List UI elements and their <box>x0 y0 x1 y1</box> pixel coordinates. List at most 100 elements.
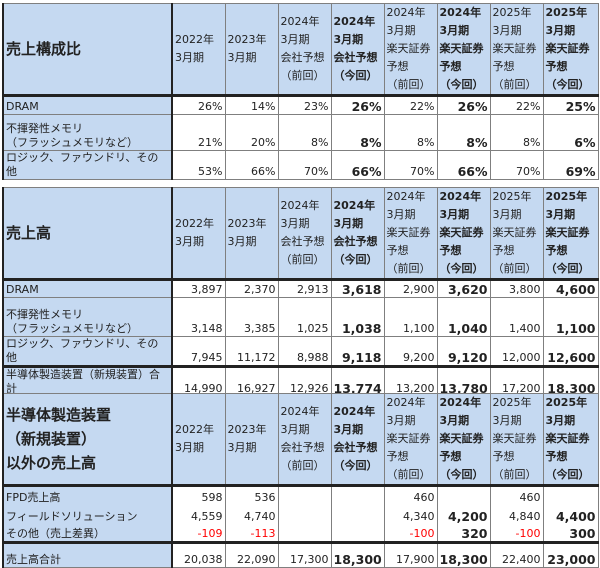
table-title: 半導体製造装置 （新規装置） 以外の売上高 <box>2 393 173 486</box>
value-cell: 4,559 <box>171 504 226 524</box>
table-row: DRAM 3,897 2,370 2,913 3,618 2,900 3,620 3,800 4… <box>2 279 599 298</box>
column-header: 2024年 3月期 楽天証券 予想 （前回） <box>383 393 438 486</box>
value-cell: 8% <box>436 114 491 151</box>
value-cell: -113 <box>224 523 279 543</box>
value-cell: 1,400 <box>489 297 544 337</box>
column-header: 2025年 3月期 楽天証券 予想 （前回） <box>489 3 544 96</box>
column-header: 2025年 3月期 楽天証券 予想 （今回） <box>542 187 599 280</box>
value-cell: 23,000 <box>542 542 599 568</box>
value-cell: 8% <box>330 114 385 151</box>
value-cell: 3,148 <box>171 297 226 337</box>
value-cell: 1,040 <box>436 297 491 337</box>
value-cell: 11,172 <box>224 336 279 367</box>
value-cell: 4,740 <box>224 504 279 524</box>
table-row: 不揮発性メモリ （フラッシュメモリなど） 3,148 3,385 1,025 1,038… <box>2 297 599 337</box>
value-cell: 320 <box>436 523 491 543</box>
column-header: 2025年 3月期 楽天証券 予想 （前回） <box>489 393 544 486</box>
value-cell: 4,200 <box>436 504 491 524</box>
value-cell <box>542 485 599 505</box>
column-header: 2022年 3月期 <box>171 3 226 96</box>
value-cell: 70% <box>489 150 544 180</box>
value-cell: 9,118 <box>330 336 385 367</box>
value-cell: 3,618 <box>330 279 385 298</box>
column-header: 2025年 3月期 楽天証券 予想 （今回） <box>542 3 599 96</box>
value-cell: 26% <box>436 95 491 115</box>
column-header: 2024年 3月期 会社予想 （前回） <box>277 393 332 486</box>
value-cell: 66% <box>330 150 385 180</box>
table-row: ロジック、ファウンドリ、その他 7,945 11,172 8,988 9,118 9,20… <box>2 336 599 367</box>
value-cell: 4,400 <box>542 504 599 524</box>
value-cell: 14,990 <box>171 366 226 397</box>
value-cell <box>436 485 491 505</box>
value-cell: 20% <box>224 114 279 151</box>
value-cell: -100 <box>489 523 544 543</box>
column-header: 2024年 3月期 楽天証券 予想 （今回） <box>436 187 491 280</box>
value-cell: 598 <box>171 485 226 505</box>
column-header: 2024年 3月期 会社予想 （今回） <box>330 3 385 96</box>
column-header: 2025年 3月期 楽天証券 予想 （前回） <box>489 187 544 280</box>
sales-table: 売上高 2022年 3月期 2023年 3月期 2024年 3月期 会社予想 （前回）… <box>2 187 599 397</box>
value-cell: 460 <box>383 485 438 505</box>
value-cell <box>277 523 332 543</box>
value-cell: 7,945 <box>171 336 226 367</box>
value-cell: 8,988 <box>277 336 332 367</box>
value-cell: -100 <box>383 523 438 543</box>
value-cell: 13,780 <box>436 366 491 397</box>
value-cell: 70% <box>277 150 332 180</box>
value-cell: 2,900 <box>383 279 438 298</box>
column-header: 2023年 3月期 <box>224 3 279 96</box>
column-header: 2024年 3月期 楽天証券 予想 （今回） <box>436 393 491 486</box>
value-cell: 460 <box>489 485 544 505</box>
column-header: 2023年 3月期 <box>224 187 279 280</box>
value-cell: 3,385 <box>224 297 279 337</box>
value-cell: 66% <box>436 150 491 180</box>
composition-table: 売上構成比 2022年 3月期 2023年 3月期 2024年 3月期 会社予想 （前… <box>2 3 599 180</box>
column-header: 2022年 3月期 <box>171 187 226 280</box>
value-cell: 4,600 <box>542 279 599 298</box>
table-title: 売上構成比 <box>2 3 173 96</box>
value-cell <box>277 485 332 505</box>
value-cell <box>330 485 385 505</box>
column-header: 2022年 3月期 <box>171 393 226 486</box>
row-label: フィールドソリューション <box>2 504 173 524</box>
value-cell <box>277 504 332 524</box>
value-cell: 53% <box>171 150 226 180</box>
value-cell: 300 <box>542 523 599 543</box>
column-header: 2025年 3月期 楽天証券 予想 （今回） <box>542 393 599 486</box>
value-cell: 17,200 <box>489 366 544 397</box>
row-label: FPD売上高 <box>2 485 173 505</box>
row-label: 半導体製造装置（新規装置）合計 <box>2 366 173 397</box>
value-cell: 22% <box>489 95 544 115</box>
table-title: 売上高 <box>2 187 173 280</box>
value-cell: 4,840 <box>489 504 544 524</box>
value-cell: 3,620 <box>436 279 491 298</box>
column-header: 2024年 3月期 楽天証券 予想 （前回） <box>383 3 438 96</box>
row-label: ロジック、ファウンドリ、その他 <box>2 336 173 367</box>
value-cell: 1,100 <box>542 297 599 337</box>
table-row: 不揮発性メモリ （フラッシュメモリなど） 21% 20% 8% 8% 8% 8% 8% 6% <box>2 114 599 151</box>
row-label: DRAM <box>2 279 173 298</box>
value-cell: 26% <box>171 95 226 115</box>
value-cell: 17,900 <box>383 542 438 568</box>
column-header: 2024年 3月期 会社予想 （今回） <box>330 187 385 280</box>
table-row: フィールドソリューション 4,559 4,740 4,340 4,200 4,840 4,4… <box>2 504 599 524</box>
value-cell <box>330 504 385 524</box>
value-cell: 16,927 <box>224 366 279 397</box>
row-label: DRAM <box>2 95 173 115</box>
value-cell: 1,100 <box>383 297 438 337</box>
table-row: ロジック、ファウンドリ、その他 53% 66% 70% 66% 70% 66% 70% 69% <box>2 150 599 180</box>
value-cell: 18,300 <box>436 542 491 568</box>
value-cell: 12,600 <box>542 336 599 367</box>
table-row: FPD売上高 598 536 460 460 <box>2 485 599 505</box>
row-label: 不揮発性メモリ （フラッシュメモリなど） <box>2 114 173 151</box>
row-label: その他（売上差異） <box>2 523 173 543</box>
value-cell: -109 <box>171 523 226 543</box>
column-header: 2024年 3月期 会社予想 （前回） <box>277 3 332 96</box>
column-header: 2024年 3月期 会社予想 （今回） <box>330 393 385 486</box>
value-cell: 9,200 <box>383 336 438 367</box>
value-cell: 12,000 <box>489 336 544 367</box>
table-row: DRAM 26% 14% 23% 26% 22% 26% 22% 25% <box>2 95 599 115</box>
value-cell: 8% <box>489 114 544 151</box>
value-cell: 13,774 <box>330 366 385 397</box>
header-row: 半導体製造装置 （新規装置） 以外の売上高 2022年 3月期 2023年 3月期 2… <box>2 393 599 486</box>
